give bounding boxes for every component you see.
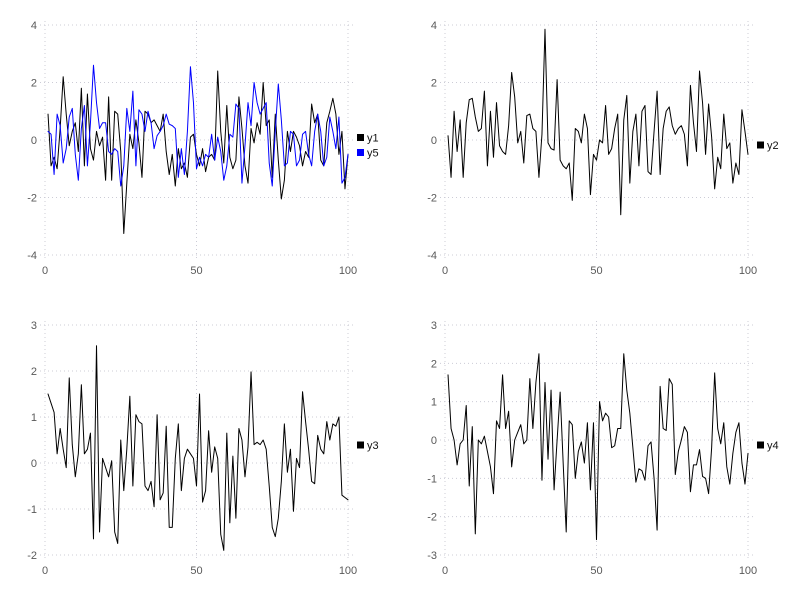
- x-tick-label: 0: [42, 565, 48, 577]
- series-line-y3: [47, 345, 349, 551]
- y-tick-label: 1: [31, 412, 37, 424]
- y-tick-label: 2: [31, 366, 37, 378]
- y-tick-label: 3: [431, 320, 437, 332]
- x-tick-label: 100: [739, 265, 757, 277]
- x-tick-label: 0: [42, 265, 48, 277]
- series-line-y1: [47, 70, 349, 234]
- legend-label-y3: y3: [367, 440, 379, 452]
- tick-labels: 0 50 100 -2 -1 0 1 2 3: [27, 320, 357, 577]
- legend-marker-y1: [357, 134, 364, 141]
- x-tick-label: 50: [590, 565, 602, 577]
- y-tick-label: -4: [427, 250, 437, 262]
- x-tick-label: 0: [442, 565, 448, 577]
- y-tick-label: 0: [31, 135, 37, 147]
- y-tick-label: 4: [31, 20, 37, 32]
- chart-panel-y1-y5: 0 50 100 -4 -2 0 2 4 y1 y5: [0, 0, 400, 300]
- y-tick-label: 2: [431, 358, 437, 370]
- x-tick-label: 50: [190, 565, 202, 577]
- x-tick-label: 50: [190, 265, 202, 277]
- gridlines: [40, 21, 353, 259]
- legend: y2: [757, 140, 779, 152]
- x-tick-label: 100: [739, 565, 757, 577]
- chart-panel-y2: 0 50 100 -4 -2 0 2 4 y2: [400, 0, 800, 300]
- legend-label-y2: y2: [767, 140, 779, 152]
- chart-panel-y4: 0 50 100 -3 -2 -1 0 1 2 3 y4: [400, 300, 800, 600]
- gridlines: [40, 321, 353, 559]
- legend-label-y5: y5: [367, 148, 379, 160]
- tick-labels: 0 50 100 -4 -2 0 2 4: [27, 20, 357, 277]
- y-tick-label: 3: [31, 320, 37, 332]
- tick-labels: 0 50 100 -4 -2 0 2 4: [427, 20, 757, 277]
- chart-panel-y3: 0 50 100 -2 -1 0 1 2 3 y3: [0, 300, 400, 600]
- legend-label-y1: y1: [367, 133, 379, 145]
- series-line-y4: [447, 353, 749, 541]
- y-tick-label: 0: [31, 458, 37, 470]
- x-tick-label: 50: [590, 265, 602, 277]
- tick-labels: 0 50 100 -3 -2 -1 0 1 2 3: [427, 320, 757, 577]
- y-tick-label: 1: [431, 397, 437, 409]
- y-tick-label: 2: [31, 78, 37, 90]
- series-line-y2: [447, 28, 749, 216]
- y-tick-label: -2: [427, 512, 437, 524]
- y-tick-label: -1: [27, 504, 37, 516]
- x-tick-label: 0: [442, 265, 448, 277]
- y-tick-label: 4: [431, 20, 437, 32]
- y-tick-label: 2: [431, 78, 437, 90]
- chart-canvas: 0 50 100 -2 -1 0 1 2 3 y3: [27, 320, 379, 577]
- legend-marker-y4: [757, 441, 764, 449]
- chart-canvas: 0 50 100 -3 -2 -1 0 1 2 3 y4: [427, 320, 779, 577]
- legend-marker-y3: [357, 441, 364, 449]
- gridlines: [440, 321, 753, 559]
- legend-marker-y2: [757, 141, 764, 149]
- y-tick-label: -4: [27, 250, 37, 262]
- legend-marker-y5: [357, 149, 364, 156]
- y-tick-label: 0: [431, 435, 437, 447]
- legend-label-y4: y4: [767, 440, 779, 452]
- y-tick-label: -2: [427, 193, 437, 205]
- y-tick-label: -3: [427, 550, 437, 562]
- chart-canvas: 0 50 100 -4 -2 0 2 4 y2: [427, 20, 779, 277]
- y-tick-label: -1: [427, 473, 437, 485]
- y-tick-label: -2: [27, 193, 37, 205]
- legend: y4: [757, 440, 779, 452]
- y-tick-label: -2: [27, 550, 37, 562]
- x-tick-label: 100: [339, 265, 357, 277]
- x-tick-label: 100: [339, 565, 357, 577]
- y-tick-label: 0: [431, 135, 437, 147]
- series-line-y5: [47, 64, 349, 187]
- legend: y3: [357, 440, 379, 452]
